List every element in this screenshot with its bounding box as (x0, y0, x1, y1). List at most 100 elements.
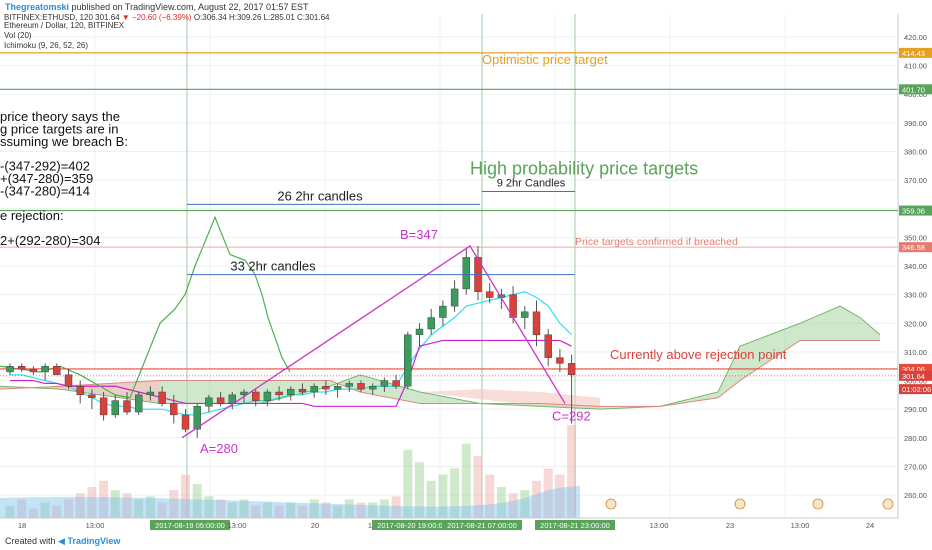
created-with-text: Created with (5, 536, 56, 546)
candle-up (287, 388, 295, 396)
y-tick-label: 300.00 (904, 377, 927, 386)
volume-bar (450, 468, 460, 518)
price-label-text: 414.43 (902, 49, 925, 58)
candle-down (99, 397, 108, 416)
volume-bar (298, 505, 307, 518)
y-tick-label: 270.00 (904, 462, 927, 471)
left-note-line: g price targets are in (0, 121, 119, 136)
candle-down (275, 391, 283, 396)
y-tick-label: 410.00 (904, 62, 927, 71)
volume-bar (543, 468, 553, 518)
volume-bar (555, 474, 565, 518)
header-line2: BITFINEX:ETHUSD, 120 301.64 ▼ −20.60 (−6… (4, 14, 330, 22)
chart-background (0, 14, 898, 518)
volume-bar (17, 499, 27, 518)
x-tick-label: 20 (311, 521, 319, 530)
x-tick-label: 13:00 (228, 521, 247, 530)
y-tick-label: 320.00 (904, 319, 927, 328)
candle-down (486, 291, 494, 298)
y-tick-label: 280.00 (904, 434, 927, 443)
x-tick-label: 2017-08-19 05:00:00 (155, 521, 225, 530)
volume-bar (461, 443, 471, 518)
candle-up (450, 288, 459, 307)
candle-down (556, 357, 564, 364)
candles (6, 245, 576, 438)
candle-up (193, 406, 201, 430)
volume-bar (309, 499, 319, 518)
left-note-line: +(347-280)=359 (0, 171, 93, 186)
volume-bar (274, 505, 284, 518)
y-tick-label: 310.00 (904, 348, 927, 357)
rejection-point-label: Currently above rejection point (610, 347, 787, 362)
candle-up (462, 257, 470, 290)
candle-up (263, 391, 272, 401)
price-label-box (899, 205, 932, 216)
price-label-text: 304.06 (902, 365, 925, 374)
y-tick-label: 290.00 (904, 405, 927, 414)
candle-up (333, 386, 342, 390)
x-tick-highlight (372, 520, 452, 530)
price-chart[interactable]: Optimistic price target High probability … (0, 14, 932, 533)
x-tick-highlight (535, 520, 615, 530)
candle-down (392, 380, 400, 387)
cloud-red-area (0, 380, 160, 404)
candle-up (439, 305, 447, 318)
y-tick-label: 370.00 (904, 176, 927, 185)
price-label-text: 359.36 (902, 207, 925, 216)
x-tick-label: 13:00 (650, 521, 669, 530)
volume-bar (426, 480, 436, 518)
candle-down (29, 368, 38, 373)
publish-header: Thegreatomski published on TradingView.c… (0, 0, 932, 14)
candle-up (521, 311, 529, 318)
volume-bar (87, 487, 97, 518)
candle-down (251, 391, 260, 401)
candle-up (404, 334, 412, 387)
optimistic-target-label: Optimistic price target (482, 52, 608, 67)
point-b-label: B=347 (400, 227, 438, 242)
event-flag-icon (812, 498, 824, 510)
volume-bar (356, 502, 366, 518)
left-note-line: ssuming we breach B: (0, 134, 128, 149)
volume-bar (262, 502, 272, 518)
published-text: published on TradingView.com, August 22,… (71, 2, 309, 12)
candle-up (415, 328, 424, 335)
headline-text: High probability price targets (470, 158, 698, 178)
cloud-green-area (0, 306, 880, 410)
candle-down (567, 363, 576, 376)
candle-down (181, 414, 190, 430)
footer: Created with ◀ TradingView (0, 533, 932, 550)
candle-up (134, 394, 143, 413)
candle-up (369, 386, 377, 390)
price-targets-confirmed-label: Price targets confirmed if breached (575, 236, 738, 248)
volume-bar (110, 490, 120, 518)
price-label-text: 346.58 (902, 243, 925, 252)
range-33-label: 33 2hr candles (230, 259, 316, 274)
volume-bar (333, 505, 343, 518)
tradingview-brand[interactable]: TradingView (67, 536, 121, 546)
candle-down (76, 386, 84, 396)
kijun-sen-line (10, 339, 572, 407)
candle-up (6, 366, 14, 373)
author-link[interactable]: Thegreatomski (5, 2, 70, 12)
x-tick-label: 13:00 (86, 521, 105, 530)
left-note-line: price theory says the (0, 109, 120, 124)
candle-up (146, 391, 155, 396)
point-a-label: A=280 (200, 441, 238, 456)
point-c-label: C=292 (552, 408, 591, 423)
volume-bar (368, 502, 378, 518)
volume-bar (75, 493, 85, 518)
volume-bar (508, 493, 518, 518)
abc-pattern-line (181, 245, 566, 439)
volume-bar (520, 490, 530, 518)
volume-bar (28, 508, 38, 518)
volume-bar (321, 502, 331, 518)
price-label-box (899, 363, 932, 374)
volume-bar (5, 505, 15, 518)
volume-bar (64, 499, 73, 518)
candle-down (88, 394, 96, 398)
x-tick-label: 23 (726, 521, 734, 530)
event-flag-icon (734, 498, 746, 510)
candle-up (310, 386, 318, 393)
candle-up (228, 394, 237, 404)
